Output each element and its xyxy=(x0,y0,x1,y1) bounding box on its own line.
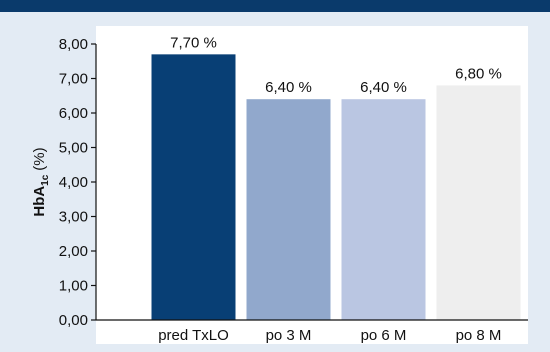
bar-value-label: 7,70 % xyxy=(170,34,217,51)
x-tick-label: pred TxLO xyxy=(158,327,229,344)
y-axis-label-unit: (%) xyxy=(31,147,48,170)
bar xyxy=(436,85,521,321)
y-axis-label-main: HbA xyxy=(31,186,48,217)
y-tick-label: 7,00 xyxy=(59,71,88,88)
y-tick-label: 1,00 xyxy=(59,278,88,295)
x-ticks: pred TxLO po 3 M po 6 M po 8 M xyxy=(158,327,501,344)
header-bar xyxy=(0,0,550,12)
y-tick-label: 3,00 xyxy=(59,209,88,226)
y-tick-label: 8,00 xyxy=(59,36,88,53)
bar xyxy=(151,54,236,320)
bars xyxy=(151,54,521,321)
y-tick-label: 5,00 xyxy=(59,140,88,157)
bar-value-label: 6,80 % xyxy=(455,65,502,82)
bar xyxy=(341,99,426,320)
x-tick-label: po 8 M xyxy=(456,327,502,344)
x-tick-label: po 3 M xyxy=(266,327,312,344)
bar-value-label: 6,40 % xyxy=(360,79,407,96)
y-ticks: 0,00 1,00 2,00 3,00 4,00 5,00 6,00 7,00 8,00 xyxy=(59,36,96,329)
value-labels: 7,70 % 6,40 % 6,40 % 6,80 % xyxy=(170,34,502,96)
y-tick-label: 6,00 xyxy=(59,105,88,122)
y-tick-label: 2,00 xyxy=(59,243,88,260)
bar xyxy=(246,99,331,320)
y-axis-label-sub: 1c xyxy=(40,174,51,186)
y-axis-label: HbA1c (%) xyxy=(31,147,51,216)
bar-value-label: 6,40 % xyxy=(265,79,312,96)
y-tick-label: 4,00 xyxy=(59,174,88,191)
y-tick-label: 0,00 xyxy=(59,312,88,329)
x-tick-label: po 6 M xyxy=(361,327,407,344)
